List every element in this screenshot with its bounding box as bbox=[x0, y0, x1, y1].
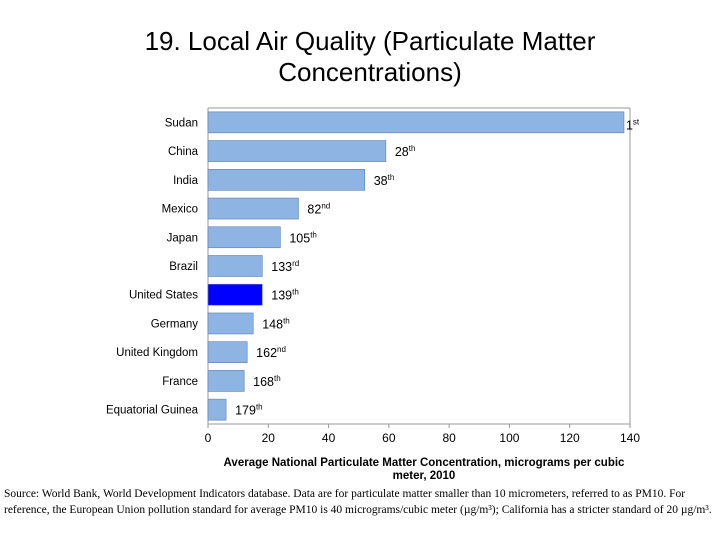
rank-label: 179th bbox=[235, 403, 263, 418]
bar-sudan bbox=[207, 111, 625, 134]
category-label: United States bbox=[129, 290, 198, 302]
bar-united-states bbox=[207, 283, 263, 306]
slide-title: 19. Local Air Quality (Particulate Matte… bbox=[60, 26, 680, 88]
rank-label: 105th bbox=[289, 230, 317, 245]
title-line-1: 19. Local Air Quality (Particulate Matte… bbox=[144, 26, 596, 56]
x-tick-label: 140 bbox=[620, 431, 640, 445]
rank-suffix: th bbox=[292, 288, 299, 297]
rank-label: 38th bbox=[374, 173, 395, 188]
bar-japan bbox=[207, 226, 281, 249]
x-tick-label: 100 bbox=[499, 431, 519, 445]
bar-united-kingdom bbox=[207, 341, 248, 363]
x-tick-label: 0 bbox=[205, 431, 212, 445]
rank-suffix: th bbox=[388, 173, 395, 182]
rank-suffix: th bbox=[409, 144, 416, 153]
rank-number: 1 bbox=[626, 118, 633, 132]
x-tick-label: 60 bbox=[382, 431, 396, 445]
rank-label: 82nd bbox=[307, 202, 330, 217]
rank-label: 139th bbox=[271, 288, 299, 303]
rank-suffix: nd bbox=[321, 202, 330, 211]
rank-label: 162nd bbox=[256, 345, 286, 360]
rank-label: 133rd bbox=[271, 259, 299, 274]
rank-label: 28th bbox=[395, 144, 416, 159]
rank-label: 1st bbox=[626, 117, 640, 132]
rank-number: 139 bbox=[271, 289, 292, 303]
rank-number: 28 bbox=[395, 145, 409, 159]
source-note: Source: World Bank, World Development In… bbox=[4, 488, 712, 516]
rank-suffix: rd bbox=[292, 259, 299, 268]
rank-number: 38 bbox=[374, 174, 388, 188]
category-label: India bbox=[173, 175, 199, 187]
rank-suffix: th bbox=[274, 374, 281, 383]
category-label: Japan bbox=[167, 232, 198, 244]
category-label: France bbox=[162, 376, 198, 388]
bar-india bbox=[207, 169, 366, 191]
x-axis-label-line-2: meter, 2010 bbox=[393, 470, 456, 482]
bar-mexico bbox=[207, 197, 299, 220]
bar-china bbox=[207, 140, 387, 162]
rank-suffix: th bbox=[256, 403, 263, 412]
rank-label: 148th bbox=[262, 316, 290, 331]
rank-label: 168th bbox=[253, 374, 281, 389]
x-tick-label: 40 bbox=[322, 431, 336, 445]
rank-number: 82 bbox=[307, 203, 321, 217]
rank-number: 179 bbox=[235, 404, 256, 418]
title-line-2: Concentrations) bbox=[278, 57, 462, 87]
rank-suffix: th bbox=[310, 230, 317, 239]
category-label: Mexico bbox=[162, 204, 198, 216]
rank-suffix: th bbox=[283, 316, 290, 325]
bar-brazil bbox=[207, 255, 263, 277]
x-tick-label: 20 bbox=[262, 431, 276, 445]
rank-number: 105 bbox=[289, 231, 310, 245]
category-label: United Kingdom bbox=[116, 347, 198, 359]
category-label: Equatorial Guinea bbox=[106, 405, 199, 417]
bar-germany bbox=[207, 312, 254, 335]
rank-number: 133 bbox=[271, 260, 292, 274]
rank-suffix: st bbox=[633, 117, 640, 126]
category-label: Brazil bbox=[169, 261, 198, 273]
x-tick-label: 80 bbox=[442, 431, 456, 445]
category-label: Germany bbox=[151, 318, 199, 330]
x-axis-label-line-1: Average National Particulate Matter Conc… bbox=[224, 457, 626, 469]
bar-france bbox=[207, 370, 245, 392]
x-tick-label: 120 bbox=[560, 431, 580, 445]
rank-number: 168 bbox=[253, 375, 274, 389]
category-label: China bbox=[168, 146, 199, 158]
rank-number: 162 bbox=[256, 346, 277, 360]
bar-equatorial-guinea bbox=[207, 398, 227, 421]
rank-number: 148 bbox=[262, 317, 283, 331]
rank-suffix: nd bbox=[277, 345, 286, 354]
category-label: Sudan bbox=[165, 117, 198, 129]
